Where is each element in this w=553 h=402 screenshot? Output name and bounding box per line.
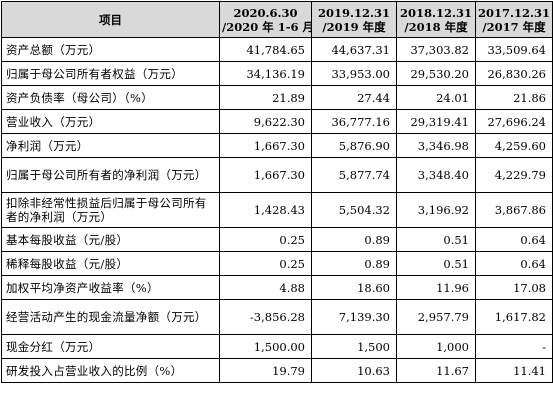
cell-value: 4.88 [219,275,312,300]
cell-value: 0.25 [219,227,312,252]
cell-value: 0.25 [219,251,312,276]
row-label: 归属于母公司所有者权益（万元） [1,61,220,86]
cell-value: 27.44 [311,85,397,110]
table-row: 研发投入占营业收入的比例（%） 19.79 10.63 11.67 11.41 [1,358,553,383]
cell-value: 3,346.98 [396,133,476,158]
cell-value: 1,428.43 [219,192,312,228]
cell-value: 17.08 [475,275,553,300]
cell-value: 3,348.40 [396,157,476,193]
cell-value: -3,856.28 [219,299,312,335]
header-col-2018: 2018.12.31 /2018 年度 [396,1,476,38]
financial-summary-table: 项目 2020.6.30 /2020 年 1-6 月 2019.12.31 /2… [1,1,553,383]
header-col-2020: 2020.6.30 /2020 年 1-6 月 [219,1,312,38]
cell-value: 24.01 [396,85,476,110]
cell-value: 27,696.24 [475,109,553,134]
row-label: 资产负债率（母公司）（%） [1,85,220,110]
cell-value: - [475,334,553,359]
table-row: 扣除非经常性损益后归属于母公司所有者的净利润（万元） 1,428.43 5,50… [1,192,553,228]
header-col-2017: 2017.12.31 /2017 年度 [475,1,553,38]
header-col-2019-line1: 2019.12.31 [317,5,391,20]
cell-value: 44,637.31 [311,37,397,62]
row-label: 扣除非经常性损益后归属于母公司所有者的净利润（万元） [1,192,220,228]
header-col-2019-line2: /2019 年度 [322,19,386,34]
table-row: 稀释每股收益（元/股） 0.25 0.89 0.51 0.64 [1,251,553,276]
cell-value: 33,509.64 [475,37,553,62]
cell-value: 37,303.82 [396,37,476,62]
cell-value: 11.41 [475,358,553,383]
cell-value: 3,867.86 [475,192,553,228]
table-row: 净利润（万元） 1,667.30 5,876.90 3,346.98 4,259… [1,133,553,158]
row-label: 资产总额（万元） [1,37,220,62]
cell-value: 33,953.00 [311,61,397,86]
cell-value: 41,784.65 [219,37,312,62]
cell-value: 5,504.32 [311,192,397,228]
row-label: 现金分红（万元） [1,334,220,359]
cell-value: 36,777.16 [311,109,397,134]
header-col-2017-line1: 2017.12.31 [478,5,551,20]
cell-value: 29,319.41 [396,109,476,134]
cell-value: 18.60 [311,275,397,300]
cell-value: 7,139.30 [311,299,397,335]
cell-value: 9,622.30 [219,109,312,134]
cell-value: 29,530.20 [396,61,476,86]
cell-value: 1,667.30 [219,133,312,158]
cell-value: 2,957.79 [396,299,476,335]
cell-value: 10.63 [311,358,397,383]
table-row: 经营活动产生的现金流量净额（万元） -3,856.28 7,139.30 2,9… [1,299,553,335]
cell-value: 0.64 [475,251,553,276]
cell-value: 1,500.00 [219,334,312,359]
row-label: 加权平均净资产收益率（%） [1,275,220,300]
table-row: 归属于母公司所有者的净利润（万元） 1,667.30 5,877.74 3,34… [1,157,553,193]
cell-value: 5,877.74 [311,157,397,193]
header-col-2018-line1: 2018.12.31 [399,5,473,20]
cell-value: 0.51 [396,251,476,276]
cell-value: 1,500 [311,334,397,359]
cell-value: 19.79 [219,358,312,383]
row-label: 净利润（万元） [1,133,220,158]
table-row: 资产负债率（母公司）（%） 21.89 27.44 24.01 21.86 [1,85,553,110]
header-col-2018-line2: /2018 年度 [404,19,468,34]
cell-value: 21.86 [475,85,553,110]
row-label: 研发投入占营业收入的比例（%） [1,358,220,383]
row-label: 经营活动产生的现金流量净额（万元） [1,299,220,335]
header-item: 项目 [1,1,220,38]
cell-value: 1,000 [396,334,476,359]
cell-value: 0.89 [311,227,397,252]
header-col-2017-line2: /2017 年度 [482,19,546,34]
cell-value: 34,136.19 [219,61,312,86]
cell-value: 0.64 [475,227,553,252]
row-label: 归属于母公司所有者的净利润（万元） [1,157,220,193]
cell-value: 1,617.82 [475,299,553,335]
header-col-2020-line2: /2020 年 1-6 月 [222,19,312,34]
table-row: 现金分红（万元） 1,500.00 1,500 1,000 - [1,334,553,359]
cell-value: 0.89 [311,251,397,276]
table-row: 营业收入（万元） 9,622.30 36,777.16 29,319.41 27… [1,109,553,134]
table-row: 归属于母公司所有者权益（万元） 34,136.19 33,953.00 29,5… [1,61,553,86]
cell-value: 11.67 [396,358,476,383]
table-header-row: 项目 2020.6.30 /2020 年 1-6 月 2019.12.31 /2… [1,1,553,38]
header-col-2019: 2019.12.31 /2019 年度 [311,1,397,38]
header-col-2020-line1: 2020.6.30 [233,5,298,20]
cell-value: 21.89 [219,85,312,110]
table-row: 资产总额（万元） 41,784.65 44,637.31 37,303.82 3… [1,37,553,62]
cell-value: 1,667.30 [219,157,312,193]
cell-value: 4,229.79 [475,157,553,193]
row-label: 稀释每股收益（元/股） [1,251,220,276]
cell-value: 3,196.92 [396,192,476,228]
row-label: 营业收入（万元） [1,109,220,134]
cell-value: 4,259.60 [475,133,553,158]
cell-value: 5,876.90 [311,133,397,158]
table-row: 加权平均净资产收益率（%） 4.88 18.60 11.96 17.08 [1,275,553,300]
table-row: 基本每股收益（元/股） 0.25 0.89 0.51 0.64 [1,227,553,252]
row-label: 基本每股收益（元/股） [1,227,220,252]
cell-value: 11.96 [396,275,476,300]
cell-value: 26,830.26 [475,61,553,86]
cell-value: 0.51 [396,227,476,252]
